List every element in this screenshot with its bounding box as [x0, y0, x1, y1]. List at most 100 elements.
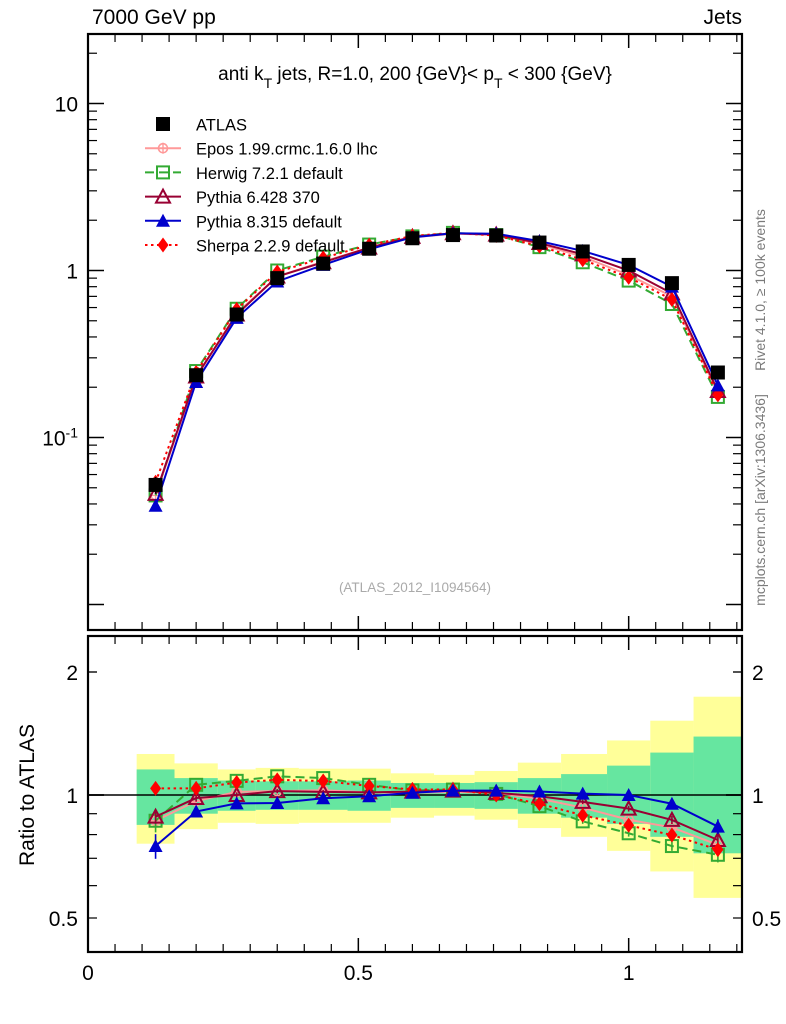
- legend-label: Pythia 6.428 370: [196, 189, 320, 207]
- legend-item-atlas[interactable]: ATLAS: [156, 117, 247, 135]
- main-y-tick-label: 1: [66, 261, 78, 284]
- data-marker: [189, 804, 204, 818]
- legend-item-pythia[interactable]: Pythia 6.428 370: [145, 187, 320, 207]
- main-series-group: [146, 224, 727, 512]
- legend-item-pythia[interactable]: Pythia 8.315 default: [145, 213, 342, 231]
- ratio-axis-title: Ratio to ATLAS: [16, 724, 39, 866]
- data-marker: [229, 796, 244, 810]
- data-marker: [623, 269, 635, 285]
- data-marker: [362, 789, 377, 803]
- ratio-y-tick-label-left: 0.5: [49, 908, 78, 931]
- ratio-y-tick-label-left: 2: [66, 662, 78, 685]
- legend-label: ATLAS: [196, 117, 247, 135]
- ratio-y-tick-label-right: 0.5: [752, 908, 781, 931]
- data-marker: [270, 271, 285, 286]
- data-marker: [150, 780, 162, 796]
- data-marker: [621, 257, 636, 272]
- x-tick-label: 0.5: [344, 962, 373, 985]
- legend-item-herwig[interactable]: Herwig 7.2.1 default: [145, 165, 343, 183]
- data-marker: [664, 276, 679, 291]
- side-annotations: Rivet 4.1.0, ≥ 100k events mcplots.cern.c…: [752, 209, 768, 606]
- data-marker: [156, 165, 170, 180]
- plot-frames: [86, 32, 744, 954]
- data-marker: [316, 256, 331, 271]
- x-tick-label: 0: [82, 962, 94, 985]
- data-marker: [271, 772, 283, 788]
- data-marker: [575, 244, 590, 259]
- data-marker: [148, 477, 163, 492]
- ratio-panel-frame: [86, 634, 744, 954]
- data-marker: [532, 235, 547, 250]
- legend-label: Sherpa 2.2.9 default: [196, 238, 345, 256]
- data-marker: [620, 799, 638, 816]
- header-right-label: Jets: [703, 6, 742, 29]
- side-label-rivet: Rivet 4.1.0, ≥ 100k events: [752, 209, 768, 371]
- data-marker: [532, 784, 547, 798]
- data-marker: [663, 810, 681, 827]
- data-marker: [710, 819, 725, 833]
- series-pythia: [146, 224, 727, 501]
- data-marker: [405, 231, 420, 246]
- legend-item-sherpa[interactable]: Sherpa 2.2.9 default: [145, 237, 345, 256]
- data-marker: [666, 292, 678, 308]
- data-marker: [362, 241, 377, 256]
- ratio-series-line: [155, 778, 719, 851]
- ratio-x-axis: 0 0.5 1: [82, 636, 738, 985]
- data-marker: [710, 378, 725, 392]
- series-herwig: [148, 225, 725, 503]
- data-marker: [148, 498, 163, 512]
- data-marker: [489, 228, 504, 243]
- ratio-series-sherpa: [150, 772, 724, 858]
- ratio-y-axis: 2 2 1 1 0.5 0.5 Ratio to ATLAS: [16, 662, 781, 931]
- data-marker: [148, 839, 163, 853]
- data-marker: [405, 785, 420, 799]
- plot-title-text: anti kT jets, R=1.0, 200 {GeV}< pT < 300…: [218, 64, 612, 91]
- legend: ATLAS Epos 1.99.crmc.1.6.0 lhc Herwig 7.2.…: [145, 117, 378, 256]
- main-panel-frame: [86, 32, 744, 632]
- legend-item-epos[interactable]: Epos 1.99.crmc.1.6.0 lhc: [145, 141, 378, 159]
- ratio-y-tick-label-right: 2: [752, 662, 764, 685]
- data-marker: [445, 783, 460, 797]
- data-marker: [621, 788, 636, 801]
- data-marker: [231, 774, 243, 790]
- series-pythia: [148, 226, 725, 512]
- data-marker: [156, 117, 170, 131]
- ratio-y-tick-label-right: 1: [752, 785, 764, 808]
- legend-label: Pythia 8.315 default: [196, 213, 342, 231]
- ratio-series-group: [146, 769, 727, 863]
- side-label-mcplots: mcplots.cern.ch [arXiv:1306.3436]: [752, 394, 768, 606]
- ratio-uncertainty-bands: [136, 696, 743, 898]
- ratio-y-tick-label-left: 1: [66, 785, 78, 808]
- data-marker: [156, 213, 170, 227]
- main-y-axis: 10 1 10-1: [42, 52, 742, 606]
- data-marker: [489, 783, 504, 797]
- data-marker: [712, 842, 724, 858]
- ratio-series-line: [154, 789, 719, 847]
- data-marker: [445, 228, 460, 243]
- data-marker: [190, 780, 202, 796]
- data-marker: [664, 796, 679, 810]
- data-marker: [229, 307, 244, 322]
- legend-label: Epos 1.99.crmc.1.6.0 lhc: [196, 141, 378, 159]
- data-marker: [189, 368, 204, 383]
- data-marker: [157, 237, 169, 253]
- data-marker: [154, 187, 172, 204]
- plot-title: anti kT jets, R=1.0, 200 {GeV}< pT < 300…: [218, 64, 612, 91]
- data-marker: [710, 365, 725, 380]
- series-atlas: [148, 228, 725, 494]
- data-marker: [666, 827, 678, 843]
- series-line: [154, 231, 719, 483]
- data-marker: [317, 773, 329, 789]
- data-marker: [270, 795, 285, 809]
- data-marker: [623, 817, 635, 833]
- header: 7000 GeV pp Jets: [92, 6, 742, 29]
- data-marker: [316, 791, 331, 805]
- header-left-label: 7000 GeV pp: [92, 6, 216, 29]
- ratio-series-pythia: [148, 783, 725, 859]
- series-sherpa: [150, 225, 724, 490]
- data-marker: [146, 807, 165, 824]
- data-marker: [187, 788, 205, 806]
- data-marker: [575, 786, 590, 800]
